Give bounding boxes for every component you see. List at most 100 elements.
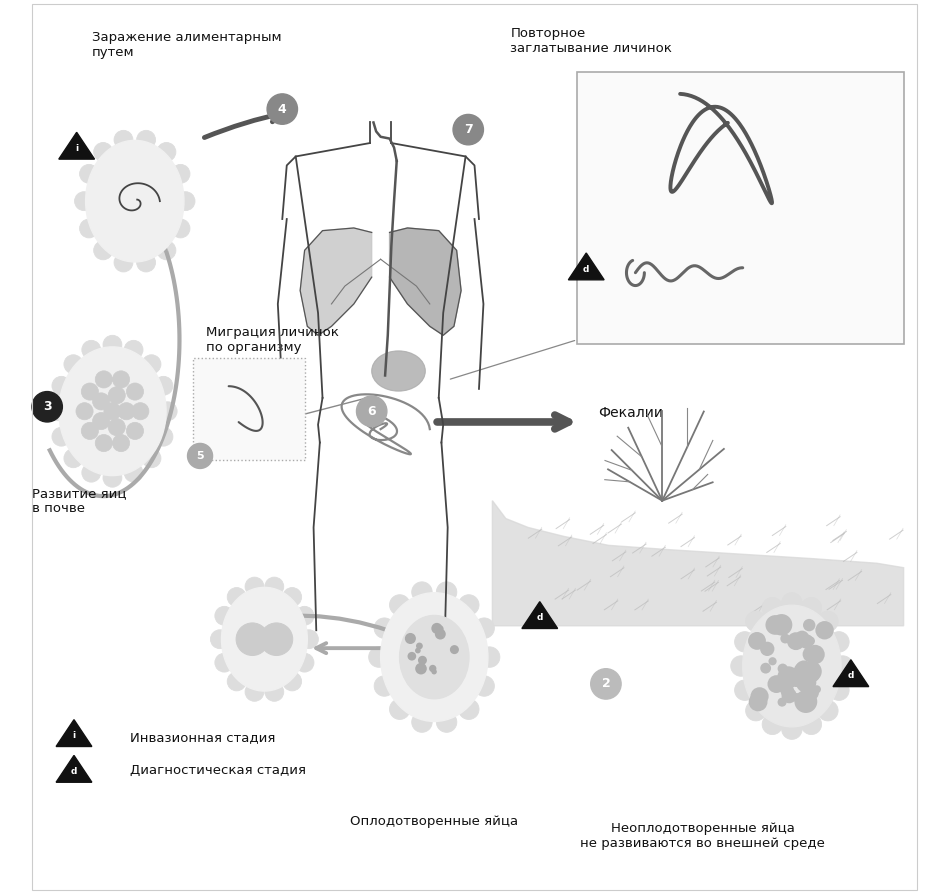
Circle shape — [760, 662, 772, 673]
Circle shape — [114, 253, 133, 272]
Circle shape — [214, 654, 233, 672]
Circle shape — [782, 593, 802, 613]
Text: Диагностическая стадия: Диагностическая стадия — [130, 764, 307, 777]
Circle shape — [794, 690, 817, 713]
Circle shape — [124, 341, 143, 359]
Circle shape — [780, 684, 794, 698]
Circle shape — [479, 647, 500, 667]
Circle shape — [295, 654, 314, 672]
Circle shape — [47, 401, 66, 421]
Circle shape — [795, 630, 809, 645]
Circle shape — [76, 402, 93, 420]
Ellipse shape — [372, 350, 425, 392]
Circle shape — [142, 449, 161, 468]
Circle shape — [416, 662, 427, 674]
Circle shape — [368, 647, 389, 667]
Text: d: d — [847, 671, 854, 680]
Text: 6: 6 — [367, 405, 376, 417]
Text: Инвазионная стадия: Инвазионная стадия — [130, 731, 276, 744]
Circle shape — [780, 634, 791, 644]
Circle shape — [777, 666, 799, 688]
Circle shape — [818, 700, 838, 721]
Polygon shape — [493, 501, 903, 626]
Circle shape — [300, 629, 318, 649]
Circle shape — [52, 376, 71, 395]
Circle shape — [118, 402, 135, 420]
Ellipse shape — [381, 593, 488, 721]
Circle shape — [407, 652, 417, 661]
Circle shape — [796, 672, 816, 693]
Circle shape — [768, 675, 785, 693]
Text: ♂: ♂ — [798, 273, 813, 291]
Circle shape — [95, 434, 112, 451]
Circle shape — [815, 621, 834, 639]
Circle shape — [80, 164, 99, 183]
Text: Половозрелые формы
в тонком кишечнике: Половозрелые формы в тонком кишечнике — [584, 79, 738, 106]
Circle shape — [801, 597, 822, 618]
Circle shape — [80, 219, 99, 238]
Circle shape — [214, 606, 233, 625]
Circle shape — [405, 633, 416, 644]
Circle shape — [450, 645, 459, 654]
Circle shape — [735, 632, 755, 652]
Text: Развитие яиц
в почве: Развитие яиц в почве — [32, 487, 126, 515]
Circle shape — [82, 422, 99, 440]
Text: 5: 5 — [196, 451, 204, 461]
Circle shape — [828, 680, 849, 700]
Circle shape — [64, 355, 83, 374]
Text: 3: 3 — [43, 401, 51, 413]
Circle shape — [792, 693, 801, 702]
Text: Оплодотворенные яйца: Оплодотворенные яйца — [350, 815, 518, 829]
Circle shape — [142, 355, 161, 374]
Polygon shape — [568, 253, 605, 280]
Circle shape — [283, 672, 302, 691]
Polygon shape — [56, 755, 92, 782]
Circle shape — [416, 643, 423, 649]
Circle shape — [64, 449, 83, 468]
Circle shape — [283, 587, 302, 606]
Text: 2: 2 — [602, 678, 610, 690]
Circle shape — [803, 646, 819, 662]
Circle shape — [474, 676, 494, 696]
Circle shape — [762, 597, 783, 618]
Circle shape — [137, 131, 156, 149]
Circle shape — [418, 656, 427, 665]
Text: d: d — [71, 767, 77, 776]
Circle shape — [114, 131, 133, 149]
Circle shape — [108, 387, 125, 404]
Circle shape — [748, 632, 766, 650]
Circle shape — [188, 443, 213, 468]
Circle shape — [171, 164, 190, 183]
Circle shape — [126, 383, 143, 401]
Circle shape — [808, 670, 819, 682]
Circle shape — [126, 422, 143, 440]
Circle shape — [787, 632, 805, 650]
Circle shape — [103, 402, 121, 420]
Circle shape — [806, 637, 815, 645]
Circle shape — [82, 341, 101, 359]
Circle shape — [437, 582, 456, 603]
Ellipse shape — [59, 347, 166, 476]
Circle shape — [804, 686, 819, 700]
Circle shape — [93, 392, 110, 410]
Circle shape — [437, 625, 443, 632]
Circle shape — [760, 642, 774, 656]
Circle shape — [95, 371, 112, 388]
Circle shape — [157, 240, 176, 260]
Circle shape — [749, 693, 768, 712]
Circle shape — [171, 219, 190, 238]
Circle shape — [751, 687, 769, 705]
Circle shape — [108, 418, 125, 435]
Text: d: d — [583, 265, 589, 274]
Circle shape — [374, 618, 395, 638]
Ellipse shape — [400, 615, 469, 699]
Circle shape — [782, 719, 802, 739]
Text: i: i — [75, 144, 78, 153]
Circle shape — [832, 656, 853, 676]
Circle shape — [82, 463, 101, 482]
Circle shape — [374, 676, 395, 696]
Text: Заражение алиментарным
путем: Заражение алиментарным путем — [92, 31, 282, 59]
Circle shape — [774, 675, 792, 692]
Circle shape — [813, 686, 821, 694]
Circle shape — [113, 434, 130, 451]
